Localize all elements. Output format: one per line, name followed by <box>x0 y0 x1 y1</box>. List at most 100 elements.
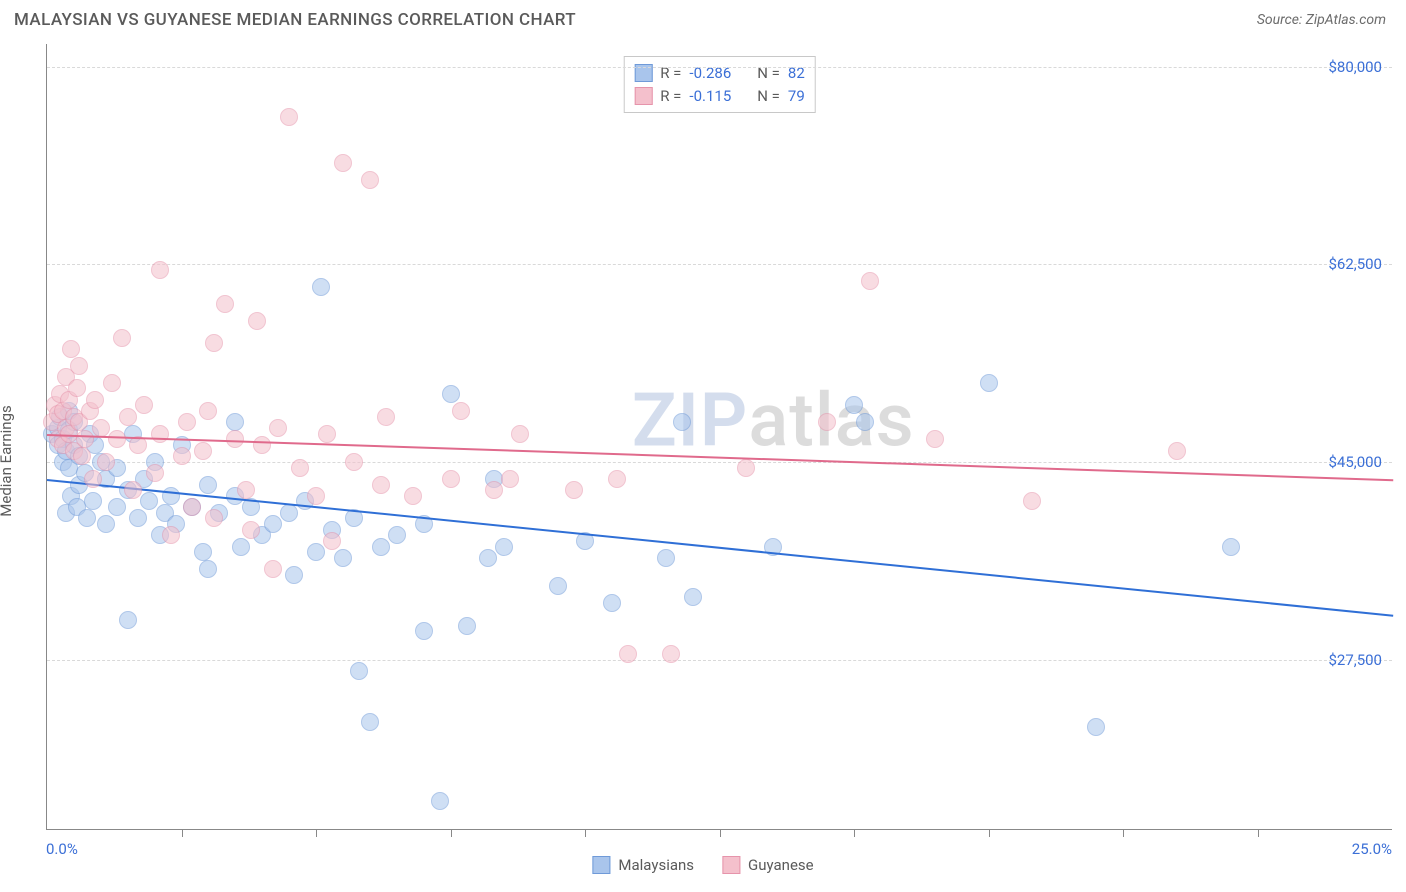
chart-area: Median Earnings ZIPatlas R = -0.286 N = … <box>0 36 1406 886</box>
data-point <box>269 419 287 437</box>
data-point <box>318 425 336 443</box>
x-tick <box>182 829 183 837</box>
data-point <box>361 171 379 189</box>
data-point <box>737 459 755 477</box>
data-point <box>264 515 282 533</box>
legend-swatch-guyanese <box>722 856 740 874</box>
y-tick-label: $45,000 <box>1328 453 1382 471</box>
data-point <box>68 379 86 397</box>
data-point <box>199 476 217 494</box>
legend-swatch-malaysians <box>592 856 610 874</box>
data-point <box>856 413 874 431</box>
data-point <box>350 662 368 680</box>
stats-row-guyanese: R = -0.115 N = 79 <box>634 85 805 108</box>
gridline <box>47 660 1392 661</box>
y-tick-label: $80,000 <box>1328 58 1382 76</box>
legend-item-guyanese: Guyanese <box>722 856 814 874</box>
data-point <box>199 560 217 578</box>
stats-legend: R = -0.286 N = 82 R = -0.115 N = 79 <box>623 56 816 113</box>
data-point <box>565 481 583 499</box>
chart-title: MALAYSIAN VS GUYANESE MEDIAN EARNINGS CO… <box>14 10 576 30</box>
data-point <box>183 498 201 516</box>
x-tick <box>989 829 990 837</box>
legend-label-guyanese: Guyanese <box>748 856 814 874</box>
data-point <box>334 549 352 567</box>
data-point <box>194 442 212 460</box>
data-point <box>124 481 142 499</box>
data-point <box>97 515 115 533</box>
data-point <box>291 459 309 477</box>
gridline <box>47 67 1392 68</box>
data-point <box>345 453 363 471</box>
data-point <box>1168 442 1186 460</box>
data-point <box>70 357 88 375</box>
r-value-malaysians: -0.286 <box>689 62 731 85</box>
r-value-guyanese: -0.115 <box>689 85 731 108</box>
data-point <box>511 425 529 443</box>
stats-row-malaysians: R = -0.286 N = 82 <box>634 62 805 85</box>
data-point <box>673 413 691 431</box>
data-point <box>479 549 497 567</box>
r-label: R = <box>660 85 681 108</box>
n-value-guyanese: 79 <box>788 85 805 108</box>
y-tick-label: $27,500 <box>1328 651 1382 669</box>
data-point <box>372 476 390 494</box>
data-point <box>113 329 131 347</box>
data-point <box>178 413 196 431</box>
x-tick <box>720 829 721 837</box>
gridline <box>47 264 1392 265</box>
n-value-malaysians: 82 <box>788 62 805 85</box>
data-point <box>1222 538 1240 556</box>
x-tick <box>1258 829 1259 837</box>
plot-region: ZIPatlas R = -0.286 N = 82 R = -0.115 N … <box>46 44 1392 830</box>
data-point <box>388 526 406 544</box>
y-axis-label: Median Earnings <box>0 405 15 516</box>
data-point <box>845 396 863 414</box>
legend-label-malaysians: Malaysians <box>618 856 694 874</box>
data-point <box>62 340 80 358</box>
data-point <box>151 261 169 279</box>
data-point <box>73 447 91 465</box>
data-point <box>248 312 266 330</box>
data-point <box>323 532 341 550</box>
data-point <box>312 278 330 296</box>
data-point <box>173 447 191 465</box>
data-point <box>78 509 96 527</box>
data-point <box>280 108 298 126</box>
data-point <box>92 419 110 437</box>
x-tick <box>451 829 452 837</box>
data-point <box>372 538 390 556</box>
data-point <box>232 538 250 556</box>
data-point <box>377 408 395 426</box>
legend-item-malaysians: Malaysians <box>592 856 694 874</box>
data-point <box>242 521 260 539</box>
data-point <box>76 430 94 448</box>
r-label: R = <box>660 62 681 85</box>
data-point <box>980 374 998 392</box>
data-point <box>205 334 223 352</box>
data-point <box>485 481 503 499</box>
data-point <box>280 504 298 522</box>
data-point <box>404 487 422 505</box>
data-point <box>129 509 147 527</box>
data-point <box>119 611 137 629</box>
x-tick <box>1123 829 1124 837</box>
data-point <box>84 492 102 510</box>
data-point <box>442 470 460 488</box>
data-point <box>501 470 519 488</box>
data-point <box>84 470 102 488</box>
data-point <box>415 622 433 640</box>
data-point <box>226 413 244 431</box>
data-point <box>119 408 137 426</box>
data-point <box>199 402 217 420</box>
data-point <box>253 436 271 454</box>
data-point <box>307 543 325 561</box>
series-legend: Malaysians Guyanese <box>592 856 813 874</box>
data-point <box>431 792 449 810</box>
data-point <box>861 272 879 290</box>
swatch-guyanese <box>634 87 652 105</box>
data-point <box>162 487 180 505</box>
data-point <box>334 154 352 172</box>
data-point <box>684 588 702 606</box>
data-point <box>135 396 153 414</box>
